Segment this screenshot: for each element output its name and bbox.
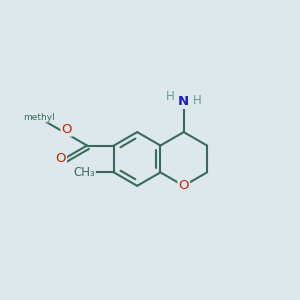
Text: H: H [193, 94, 202, 107]
Text: O: O [178, 179, 189, 192]
Text: methyl: methyl [23, 113, 55, 122]
Text: N: N [178, 95, 189, 108]
Text: O: O [61, 123, 72, 136]
Text: CH₃: CH₃ [73, 166, 95, 179]
Text: H: H [166, 90, 175, 103]
Text: O: O [56, 152, 66, 166]
